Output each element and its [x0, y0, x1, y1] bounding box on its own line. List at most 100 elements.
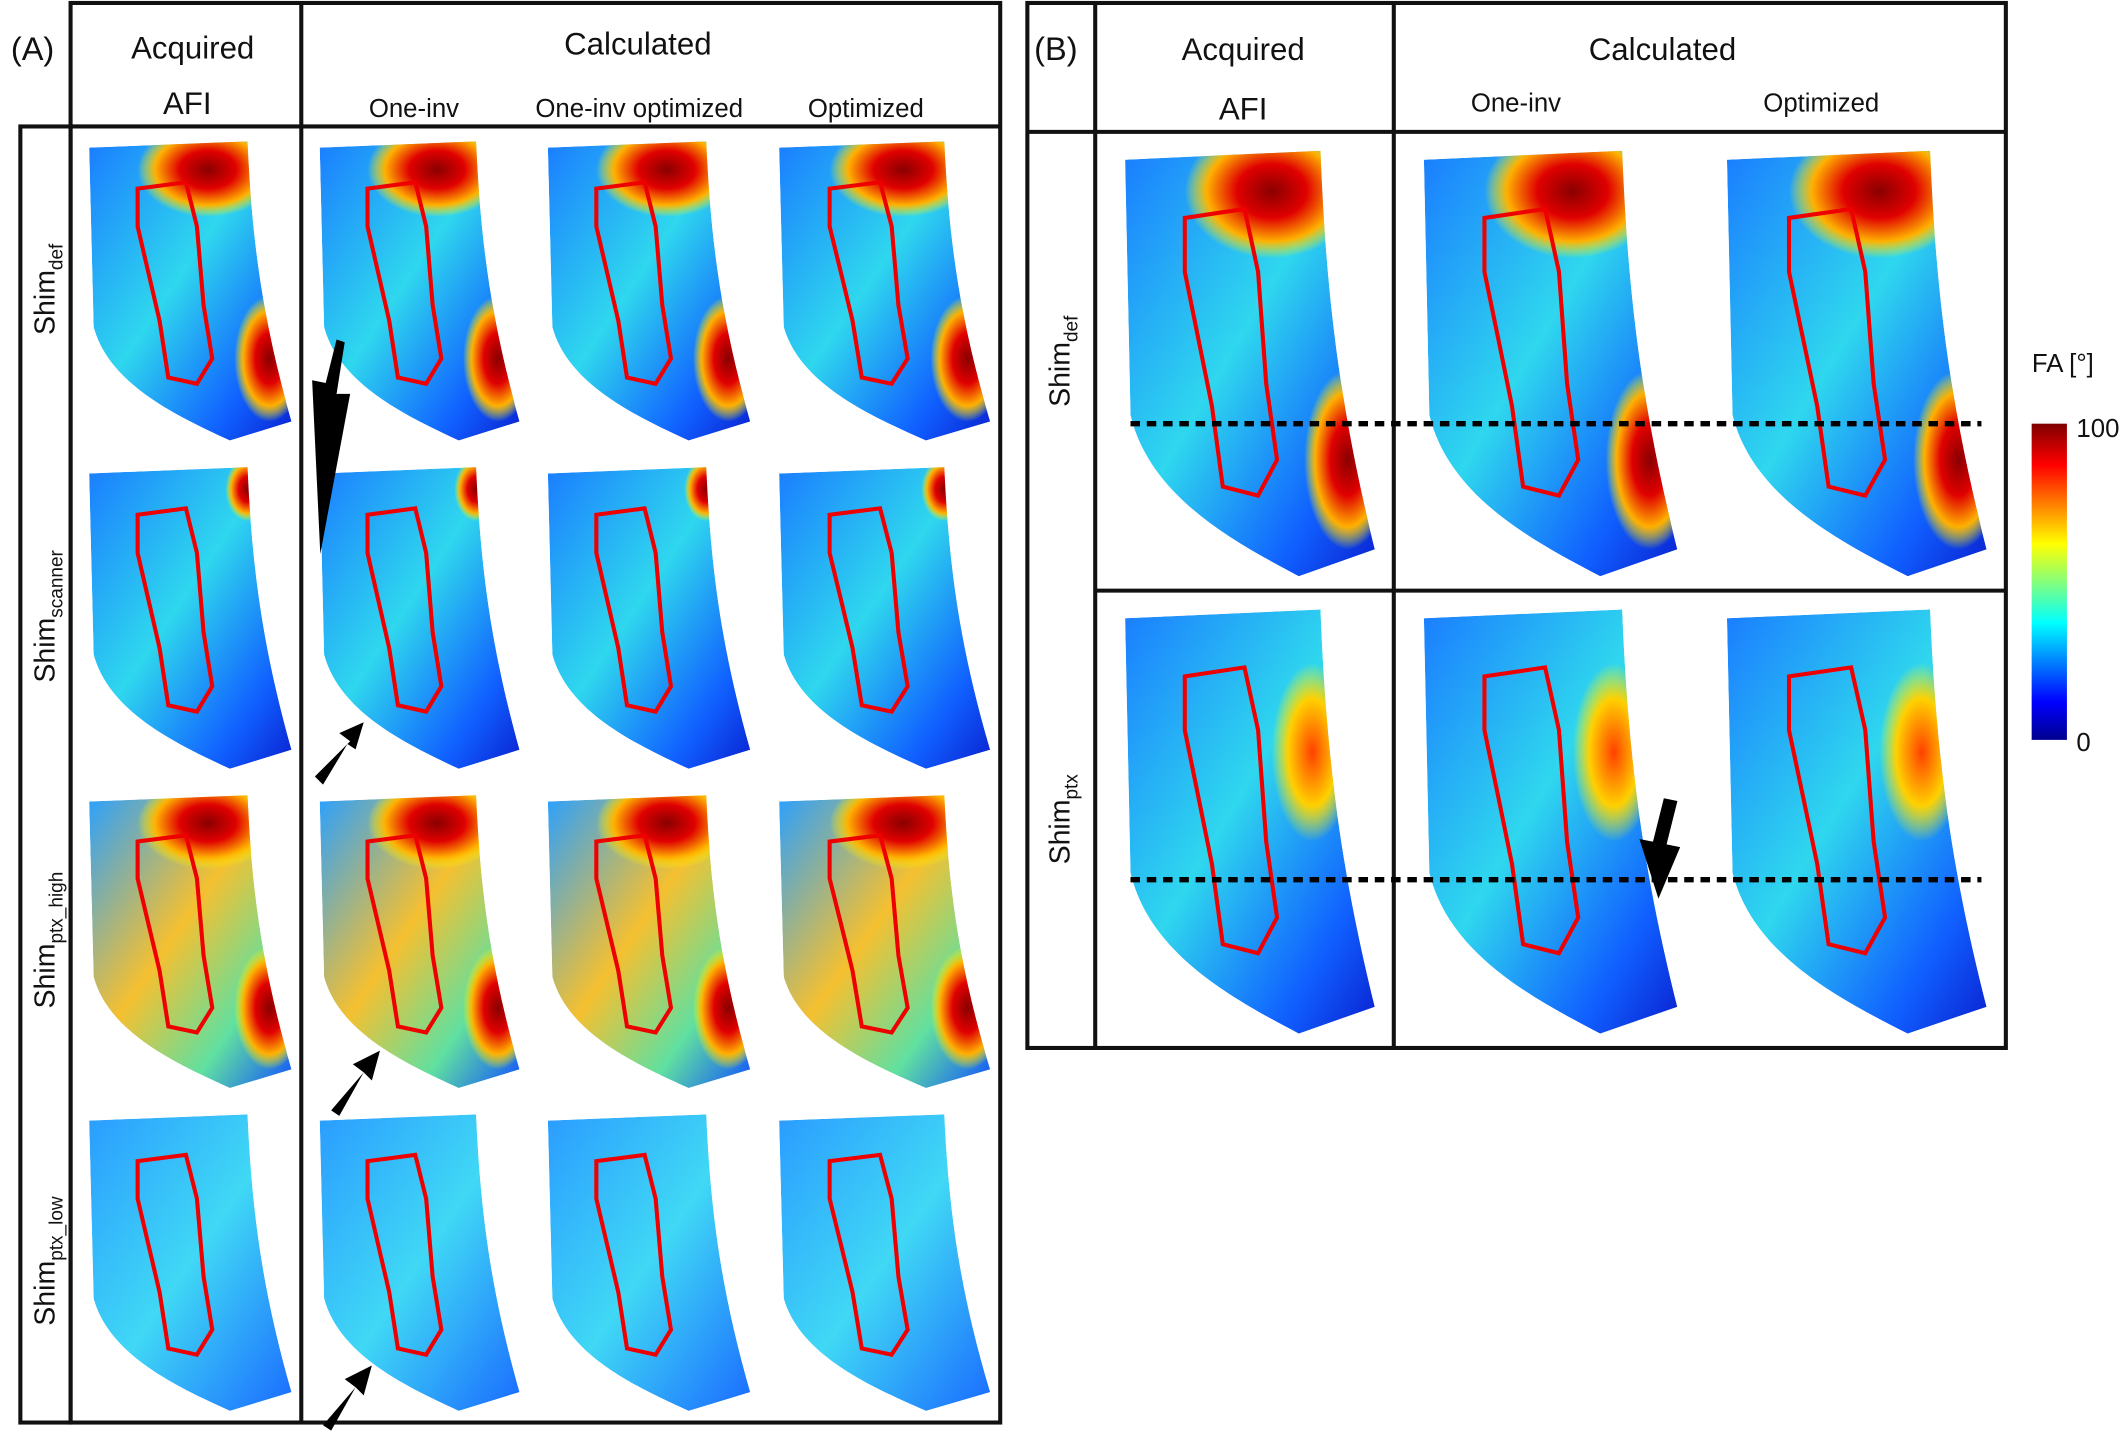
map: [779, 467, 991, 769]
row-label: Shimdef: [29, 243, 67, 335]
row-label-base: Shim: [1044, 342, 1076, 407]
hot-spot: [1271, 663, 1354, 842]
row-label: Shimptx_high: [29, 872, 67, 1009]
map: [1726, 609, 1987, 1034]
hot-spot: [234, 295, 292, 422]
row-label-base: Shim: [29, 270, 61, 335]
map: [319, 467, 520, 769]
row-label-sub: def: [46, 243, 67, 270]
column-label: Optimized: [1763, 90, 1879, 118]
roi-outline: [1786, 665, 1888, 956]
column-label: One-inv optimized: [535, 95, 743, 123]
hot-spot: [1605, 370, 1678, 550]
panel-label: (A): [11, 31, 54, 67]
roi-outline: [365, 1152, 444, 1357]
hot-spot: [1572, 663, 1656, 842]
roi-outline: [594, 833, 674, 1035]
header: Calculated: [1589, 32, 1736, 67]
map: [1423, 150, 1678, 577]
roi-outline: [1482, 665, 1581, 956]
map: [319, 141, 520, 441]
row-label: Shimscanner: [29, 549, 67, 682]
map-body: [547, 1114, 751, 1411]
column-label: Optimized: [808, 95, 924, 123]
hot-spot: [596, 795, 737, 870]
row-label-sub: ptx_low: [46, 1196, 67, 1261]
map-body: [547, 467, 751, 769]
roi-outline: [135, 833, 215, 1035]
hot-spot: [367, 141, 507, 217]
map-body: [319, 467, 520, 769]
hot-spot: [693, 295, 751, 422]
roi-outline: [365, 833, 444, 1035]
map-body: [89, 1114, 292, 1411]
map: [1125, 150, 1375, 577]
hot-spot: [921, 467, 968, 522]
hot-spot: [1789, 150, 1970, 259]
hot-spot: [596, 141, 737, 217]
arrow: [1639, 798, 1681, 899]
map: [1726, 150, 1987, 577]
row-label-base: Shim: [29, 1261, 61, 1326]
hot-spot: [463, 295, 520, 422]
colorbar-min: 0: [2076, 729, 2090, 757]
row-label-base: Shim: [29, 618, 61, 683]
roi-outline: [827, 1152, 910, 1357]
hot-spot: [930, 946, 991, 1070]
row-label: Shimdef: [1044, 315, 1082, 407]
map-body: [779, 1114, 991, 1411]
roi-outline: [135, 1152, 215, 1357]
map: [779, 141, 991, 441]
map: [547, 1114, 751, 1411]
roi-outline: [365, 506, 444, 714]
map: [89, 467, 292, 769]
hot-spot: [225, 467, 270, 522]
arrow: [312, 339, 351, 554]
hot-spot: [684, 467, 729, 522]
hot-spot: [1304, 370, 1375, 550]
header: Acquired: [131, 31, 254, 66]
row-label-sub: def: [1062, 315, 1083, 342]
hot-spot: [1484, 150, 1661, 259]
roi-outline: [135, 506, 215, 714]
header: Calculated: [564, 27, 711, 62]
row-label: Shimptx_low: [29, 1196, 67, 1326]
map: [319, 1114, 520, 1411]
map: [547, 467, 751, 769]
row-label-base: Shim: [1044, 800, 1076, 865]
column-label: AFI: [163, 86, 212, 121]
hot-spot: [1913, 370, 1987, 550]
map-body: [89, 467, 292, 769]
arrows: [312, 339, 1681, 1431]
column-label: One-inv: [369, 95, 459, 123]
roi-outline: [594, 179, 674, 387]
row-label-sub: ptx_high: [46, 872, 67, 944]
colorbar-label: FA [°]: [2032, 350, 2094, 378]
map: [319, 795, 520, 1088]
column-label: AFI: [1219, 92, 1268, 127]
row-label-sub: ptx: [1062, 774, 1083, 800]
map: [89, 795, 292, 1088]
map: [89, 141, 292, 441]
map: [547, 141, 751, 441]
map: [779, 795, 991, 1088]
hot-spot: [693, 946, 751, 1070]
frame: [18, 124, 73, 1425]
row-label-base: Shim: [29, 944, 61, 1009]
hot-spot: [137, 795, 279, 870]
hot-spot: [234, 946, 292, 1070]
map: [1423, 609, 1678, 1034]
hot-spot: [829, 795, 977, 870]
hot-spot: [137, 141, 279, 217]
map-body: [319, 1114, 520, 1411]
map: [547, 795, 751, 1088]
hot-spot: [930, 295, 991, 422]
colorbar: [2031, 423, 2067, 740]
maps: [89, 141, 1987, 1411]
roi-outline: [594, 506, 674, 714]
roi-outline: [1482, 206, 1581, 498]
hot-spot: [367, 795, 507, 870]
map: [779, 1114, 991, 1411]
frame: [1025, 0, 2008, 1051]
roi-outline: [365, 179, 444, 387]
